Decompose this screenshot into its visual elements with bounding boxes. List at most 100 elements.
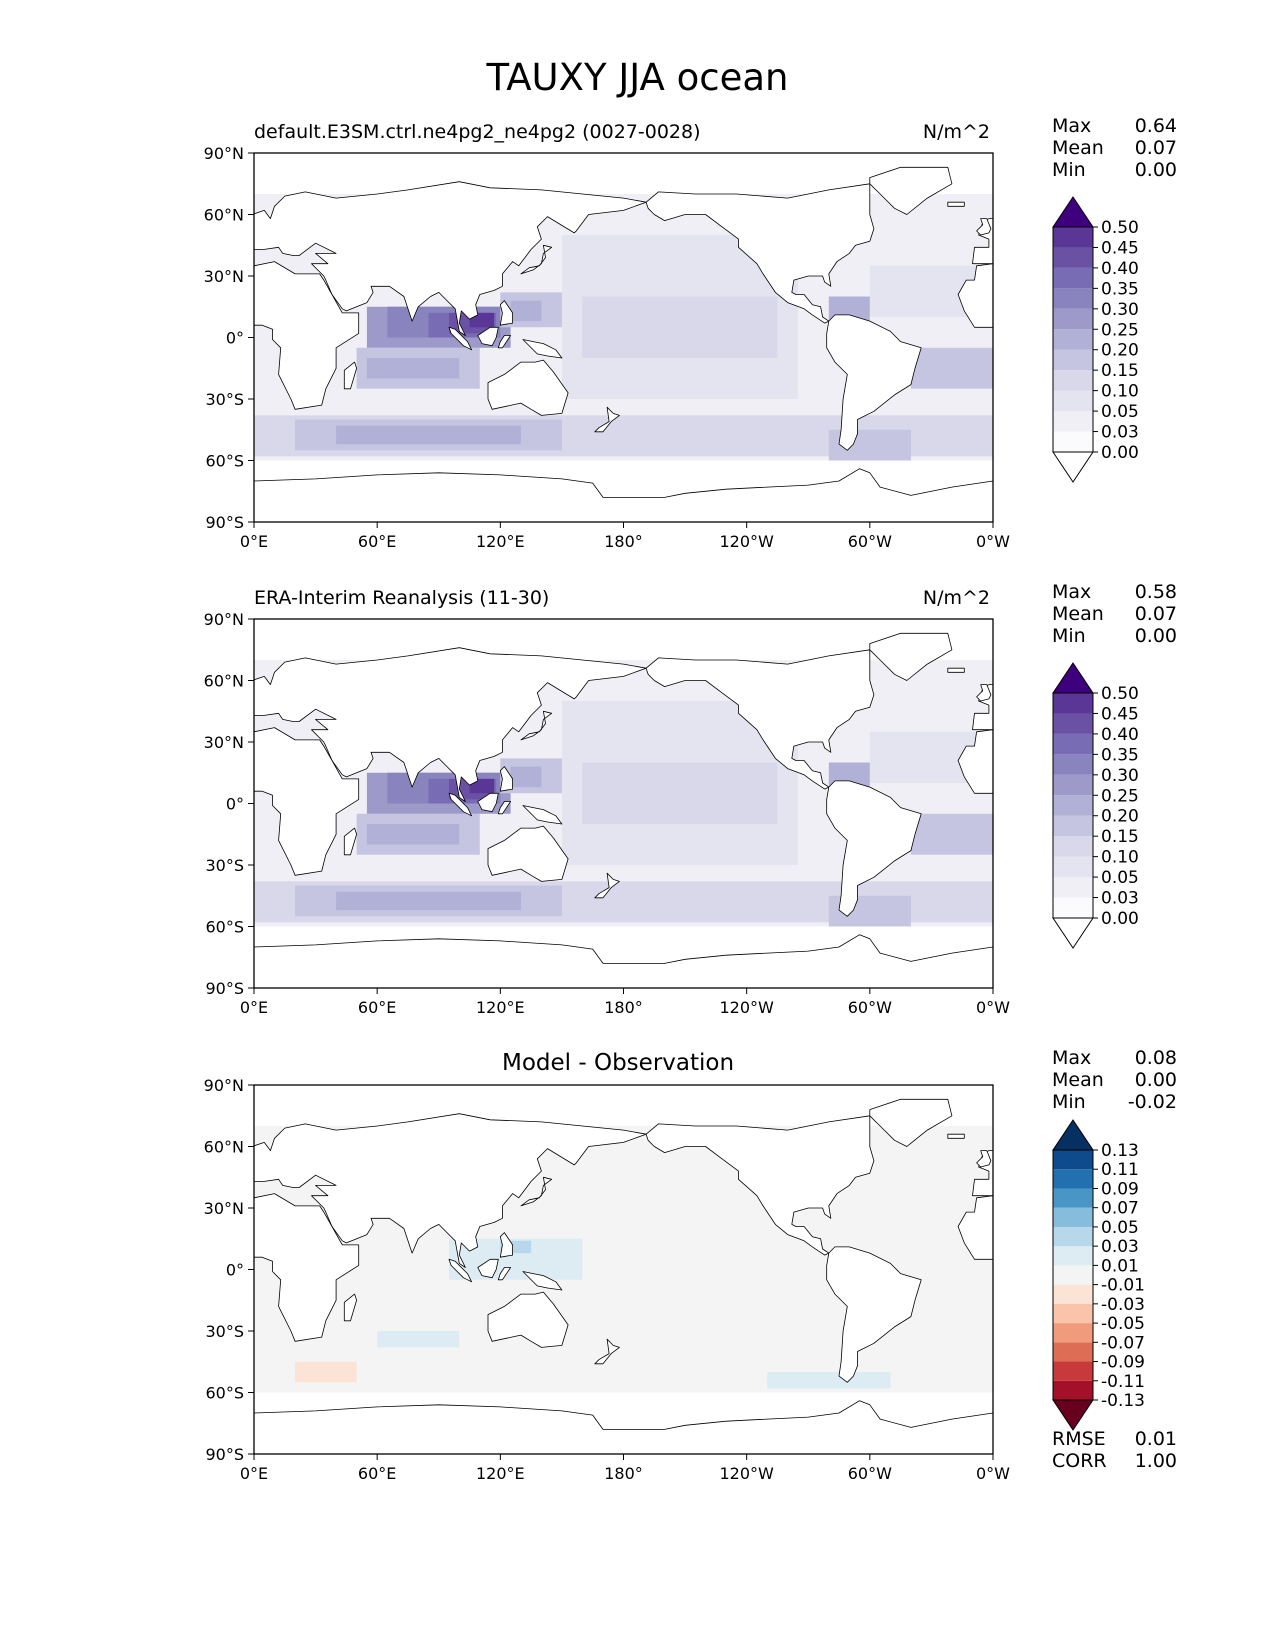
colorbar-bin: [1053, 1246, 1093, 1266]
coastline-antarctica: [254, 468, 993, 522]
colorbar-tick-label: 0.10: [1101, 848, 1139, 868]
stat-label: Max: [1052, 115, 1092, 137]
colorbar: -0.13-0.11-0.09-0.07-0.05-0.03-0.010.010…: [1052, 1119, 1145, 1431]
colorbar-bin: [1053, 1188, 1093, 1208]
colorbar-tick-label: 0.03: [1101, 1237, 1139, 1257]
stat-value: 0.07: [1134, 137, 1177, 159]
panel-title: Model - Observation: [502, 1050, 735, 1076]
colorbar-bin: [1053, 877, 1093, 898]
field-contour: [336, 891, 521, 911]
stat-value: 0.00: [1134, 159, 1177, 181]
x-tick-label: 120°E: [476, 998, 525, 1017]
coastline-greenland: [869, 166, 953, 215]
coastline-greenland: [869, 632, 953, 681]
colorbar: 0.000.030.050.100.150.200.250.300.350.40…: [1052, 662, 1139, 949]
stat-label: Mean: [1052, 1069, 1104, 1091]
metric-label: CORR: [1052, 1450, 1107, 1472]
colorbar-bin: [1053, 267, 1093, 289]
colorbar-tick-label: 0.03: [1101, 423, 1139, 443]
colorbar-tick-label: 0.15: [1101, 361, 1139, 381]
colorbar-tick-label: 0.13: [1101, 1141, 1139, 1161]
colorbar-bin: [1053, 1150, 1093, 1170]
x-tick-label: 180°: [604, 532, 643, 551]
figure-title: TAUXY JJA ocean: [486, 56, 789, 99]
metric-rmse: RMSE 0.01: [1052, 1428, 1177, 1450]
colorbar-tick-label: -0.07: [1101, 1333, 1145, 1353]
stat-value: 0.58: [1134, 581, 1177, 603]
stat-value: 0.00: [1134, 625, 1177, 647]
colorbar-tick-label: 0.20: [1101, 807, 1139, 827]
x-tick-label: 0°E: [240, 532, 268, 551]
metric-value: 1.00: [1134, 1450, 1177, 1472]
stat-value: 0.64: [1134, 115, 1177, 137]
colorbar-bin: [1053, 247, 1093, 268]
stat-label: Min: [1052, 159, 1086, 181]
colorbar-tick-label: 0.15: [1101, 827, 1139, 847]
panel-units: N/m^2: [922, 121, 990, 143]
colorbar-frame: [1052, 1149, 1094, 1401]
x-tick-label: 60°E: [358, 1464, 396, 1483]
colorbar-tick-label: 0.00: [1101, 909, 1139, 929]
panel-model: default.E3SM.ctrl.ne4pg2_ne4pg2 (0027-00…: [0, 0, 1275, 551]
colorbar-bin: [1053, 713, 1093, 734]
metric-corr: CORR 1.00: [1052, 1450, 1177, 1472]
coastline-philippines: [499, 766, 513, 792]
field-contour: [295, 1361, 357, 1383]
colorbar-tick-label: 0.25: [1101, 786, 1139, 806]
coastline-sulawesi: [497, 335, 512, 349]
colorbar-extend-top: [1052, 196, 1094, 228]
colorbar-bin: [1053, 329, 1093, 350]
y-tick-label: 90°N: [204, 1076, 244, 1095]
y-tick-label: 90°S: [205, 979, 244, 998]
colorbar-tick-label: -0.05: [1101, 1314, 1145, 1334]
colorbar-tick-label: 0.50: [1101, 218, 1139, 238]
colorbar-bin: [1053, 693, 1093, 714]
colorbar-bin: [1053, 1303, 1093, 1324]
colorbar-frame: [1052, 692, 1094, 919]
colorbar-extend-top: [1052, 662, 1094, 694]
map-model: 0°E 60°E 120°E 180° 120°W 60°W 0°W 90°N 60°N 30°N…: [204, 144, 1139, 551]
colorbar-tick-label: 0.50: [1101, 684, 1139, 704]
y-tick-label: 30°S: [205, 390, 244, 409]
colorbar-tick-label: 0.05: [1101, 1218, 1139, 1238]
x-tick-label: 120°W: [719, 998, 774, 1017]
field-contour: [510, 300, 542, 322]
field-contour: [582, 762, 778, 824]
stat-min: Min 0.00: [1052, 625, 1177, 647]
y-tick-label: 60°N: [204, 206, 244, 225]
colorbar-bin: [1053, 815, 1093, 837]
x-tick-label: 60°E: [358, 532, 396, 551]
field-contour: [510, 766, 542, 788]
colorbar-extend-bottom: [1052, 1399, 1094, 1431]
y-tick-label: 30°S: [205, 1322, 244, 1341]
stat-label: Max: [1052, 1047, 1092, 1069]
coastline-iceland: [947, 667, 965, 673]
x-tick-label: 60°W: [848, 998, 892, 1017]
coastline-iceland: [947, 201, 965, 207]
colorbar-tick-label: 0.35: [1101, 279, 1139, 299]
coastline-madagascar: [343, 361, 358, 390]
panel-units: N/m^2: [922, 587, 990, 609]
coastline-new_guinea: [522, 1271, 563, 1291]
stat-max: Max 0.64: [1052, 115, 1177, 137]
colorbar-tick-label: 0.35: [1101, 745, 1139, 765]
field-contour: [377, 1331, 460, 1348]
colorbar-tick-label: 0.20: [1101, 341, 1139, 361]
coastline-madagascar: [343, 1293, 358, 1322]
stat-mean: Mean 0.00: [1052, 1069, 1177, 1091]
map-diff: 0°E 60°E 120°E 180° 120°W 60°W 0°W 90°N 60°N 30°N…: [204, 1076, 1145, 1483]
y-tick-label: 0°: [226, 1261, 244, 1280]
colorbar-bin: [1053, 1361, 1093, 1381]
colorbar-tick-label: -0.13: [1101, 1391, 1145, 1411]
colorbar-tick-label: 0.25: [1101, 320, 1139, 340]
panel-obs: ERA-Interim Reanalysis (11-30) N/m^2 Max…: [0, 466, 1275, 1017]
coastline-borneo: [477, 1258, 499, 1279]
colorbar-tick-label: -0.01: [1101, 1276, 1145, 1296]
coastline-eurasia: [254, 181, 647, 336]
stat-label: Mean: [1052, 137, 1104, 159]
stat-min: Min -0.02: [1052, 1091, 1177, 1113]
coastline-south_america: [826, 780, 922, 917]
field-contour: [366, 358, 460, 379]
coastline-nz: [594, 406, 620, 433]
colorbar-tick-label: 0.45: [1101, 238, 1139, 258]
